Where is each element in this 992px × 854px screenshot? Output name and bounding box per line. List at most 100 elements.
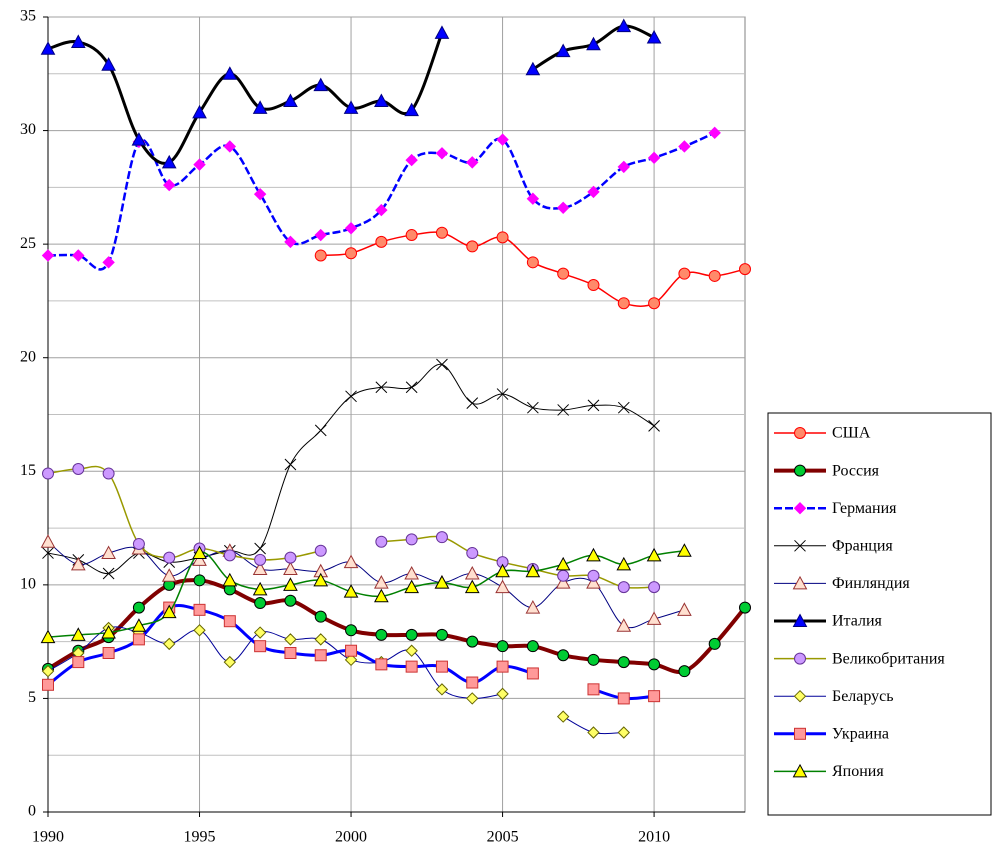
marker: [435, 147, 449, 160]
marker: [586, 36, 601, 51]
marker: [648, 297, 661, 310]
y-tick-label: 30: [20, 121, 36, 138]
marker: [313, 572, 329, 587]
marker: [132, 601, 145, 614]
y-tick-label: 10: [20, 576, 36, 593]
marker: [313, 77, 329, 92]
marker: [254, 597, 267, 610]
marker: [405, 229, 418, 242]
marker: [555, 575, 571, 589]
marker: [466, 635, 479, 648]
marker: [646, 29, 662, 44]
marker: [435, 628, 448, 641]
legend-label: Финляндия: [832, 575, 910, 592]
marker: [586, 547, 601, 562]
marker: [405, 381, 418, 394]
marker: [435, 660, 448, 673]
marker: [496, 687, 509, 701]
marker: [587, 569, 600, 582]
marker: [587, 185, 600, 199]
marker: [792, 575, 808, 590]
marker: [405, 628, 418, 641]
marker: [557, 649, 570, 662]
marker: [163, 178, 176, 192]
marker: [404, 579, 419, 594]
x-tick-label: 2000: [335, 829, 367, 846]
marker: [496, 660, 509, 673]
marker: [556, 710, 570, 723]
marker: [466, 692, 479, 705]
marker: [102, 256, 115, 269]
marker: [466, 156, 479, 169]
marker: [405, 153, 418, 167]
marker: [496, 640, 509, 653]
marker: [253, 626, 267, 639]
y-tick-label: 20: [20, 348, 36, 365]
series-line: [47, 550, 685, 638]
marker: [616, 618, 632, 632]
marker: [40, 41, 56, 55]
marker: [161, 604, 177, 619]
marker: [525, 61, 541, 76]
marker: [192, 104, 207, 119]
marker: [708, 126, 721, 140]
marker: [556, 201, 570, 215]
marker: [678, 267, 691, 280]
marker: [405, 660, 418, 673]
series-line: [47, 541, 685, 629]
y-tick-label: 5: [28, 689, 36, 706]
marker: [739, 263, 751, 276]
marker: [794, 427, 806, 439]
marker: [41, 249, 55, 262]
marker: [586, 575, 601, 589]
y-tick-label: 25: [20, 235, 36, 252]
marker: [434, 575, 450, 589]
marker: [464, 579, 480, 594]
marker: [587, 726, 600, 739]
marker: [131, 132, 147, 146]
marker: [375, 535, 388, 548]
marker: [284, 647, 297, 659]
x-tick-label: 1995: [184, 829, 216, 846]
marker: [466, 397, 479, 409]
marker: [404, 102, 419, 117]
marker: [70, 556, 86, 571]
marker: [678, 140, 691, 153]
marker: [466, 676, 479, 689]
marker: [102, 567, 115, 580]
legend-label: Италия: [832, 613, 883, 630]
marker: [794, 652, 806, 665]
marker: [375, 203, 388, 217]
marker: [161, 568, 177, 582]
series-line: [47, 131, 716, 271]
marker: [648, 581, 661, 594]
marker: [284, 633, 297, 646]
marker: [794, 727, 806, 740]
marker: [648, 420, 660, 432]
marker: [42, 467, 54, 480]
marker: [102, 467, 115, 480]
marker: [375, 235, 388, 248]
marker: [405, 644, 418, 657]
marker: [161, 154, 177, 169]
marker: [677, 602, 692, 616]
legend-label: Германия: [832, 500, 897, 517]
marker: [466, 240, 479, 253]
marker: [617, 656, 630, 669]
marker: [587, 683, 600, 696]
marker: [526, 667, 539, 680]
marker: [72, 249, 85, 262]
x-tick-label: 1990: [32, 829, 64, 846]
marker: [131, 618, 147, 632]
x-tick-label: 2005: [487, 829, 519, 846]
marker: [284, 458, 297, 471]
marker: [193, 574, 206, 587]
marker: [41, 664, 55, 678]
marker: [526, 640, 539, 653]
marker: [739, 601, 751, 614]
marker: [343, 554, 359, 569]
legend-box: [767, 412, 992, 816]
marker: [374, 575, 389, 589]
marker: [192, 552, 207, 566]
marker: [284, 594, 297, 607]
